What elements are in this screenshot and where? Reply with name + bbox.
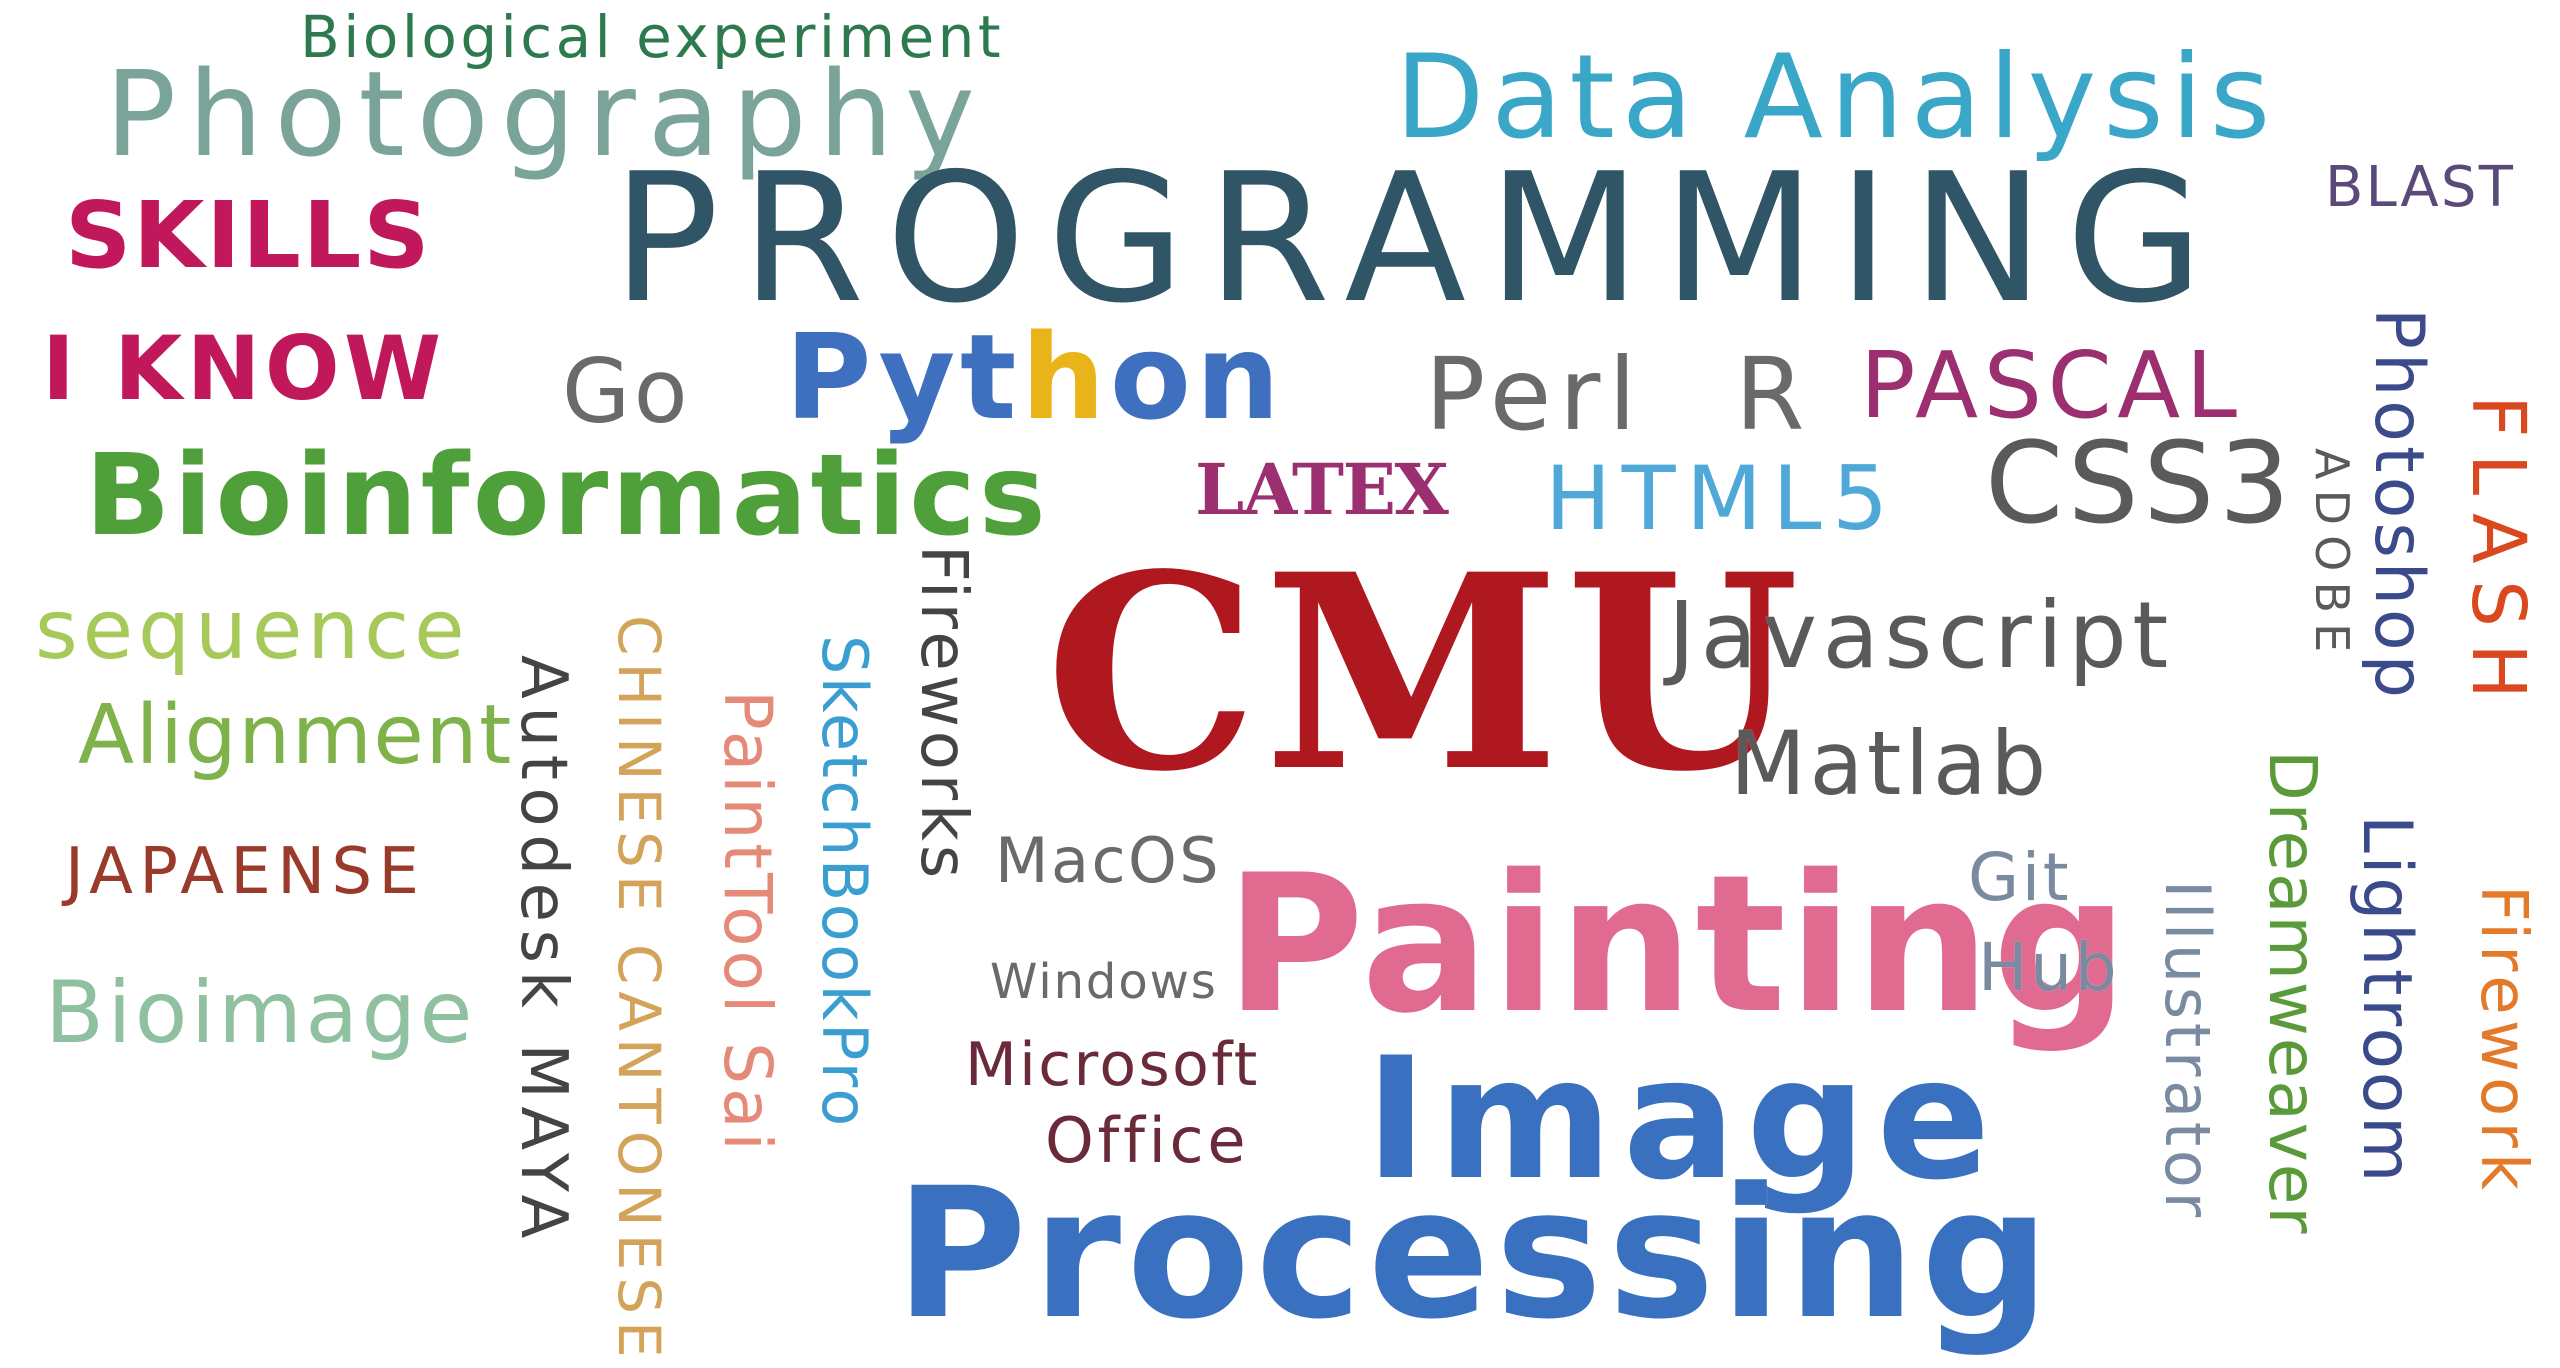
word-javascript: Javascript xyxy=(1668,582,2174,689)
word-autodesk-maya: Autodesk MAYA xyxy=(506,655,580,1247)
word-programming: PROGRAMMING xyxy=(612,135,2225,342)
word-go: Go xyxy=(562,340,692,443)
word-latex: LATEX xyxy=(1195,448,1449,531)
word-data-analysis: Data Analysis xyxy=(1395,30,2278,165)
word-python-part-2: h xyxy=(1021,308,1110,446)
word-html5: HTML5 xyxy=(1545,447,1899,550)
word-firework: Firework xyxy=(2466,885,2540,1196)
word-fireworks: Fireworks xyxy=(906,545,980,882)
word-dreamweaver: Dreamweaver xyxy=(2254,750,2331,1236)
word-hub: Hub xyxy=(1978,929,2120,1006)
word-perl: Perl xyxy=(1425,336,1645,453)
word-git: Git xyxy=(1968,839,2072,916)
word-painttool-sai: PaintTool Sai xyxy=(709,690,786,1155)
word-processing: Processing xyxy=(895,1150,2056,1359)
word-python: Python xyxy=(785,318,1284,436)
word-biological-experiment: Biological experiment xyxy=(300,3,1005,71)
word-i-know: I KNOW xyxy=(42,317,446,420)
word-cmu: CMU xyxy=(1045,516,1805,831)
word-python-part-1: Pyt xyxy=(785,308,1022,446)
word-bioinformatics: Bioinformatics xyxy=(85,431,1050,561)
word-photoshop: Photoshop xyxy=(2359,308,2438,702)
word-office: Office xyxy=(1045,1104,1250,1177)
word-alignment: Alignment xyxy=(78,688,513,783)
word-pascal: PASCAL xyxy=(1860,332,2243,439)
word-r: R xyxy=(1735,336,1809,453)
word-painting: Painting xyxy=(1225,834,2131,1055)
word-chinese-cantonese: CHINESE CANTONESE xyxy=(605,615,673,1365)
word-photography: Photography xyxy=(105,45,987,183)
word-image: Image xyxy=(1365,1021,2001,1217)
word-lightroom: Lightroom xyxy=(2347,815,2426,1186)
word-bioimage: Bioimage xyxy=(45,963,476,1063)
word-flash: FLASH xyxy=(2455,395,2541,716)
word-macos: MacOS xyxy=(995,824,1222,897)
word-sequence: sequence xyxy=(35,583,470,678)
word-python-part-3: on xyxy=(1109,308,1285,446)
word-matlab: Matlab xyxy=(1730,712,2050,815)
word-blast: BLAST xyxy=(2325,155,2516,220)
word-css3: CSS3 xyxy=(1985,419,2295,549)
word-japaense: JAPAENSE xyxy=(65,835,426,909)
word-windows: Windows xyxy=(990,954,1218,1010)
word-sketchbookpro: SketchBookPro xyxy=(808,635,881,1129)
word-adobe: ADOBE xyxy=(2305,448,2359,663)
word-skills: SKILLS xyxy=(65,182,432,289)
word-illustrator: Illustrator xyxy=(2151,880,2224,1221)
word-microsoft: Microsoft xyxy=(965,1030,1260,1100)
